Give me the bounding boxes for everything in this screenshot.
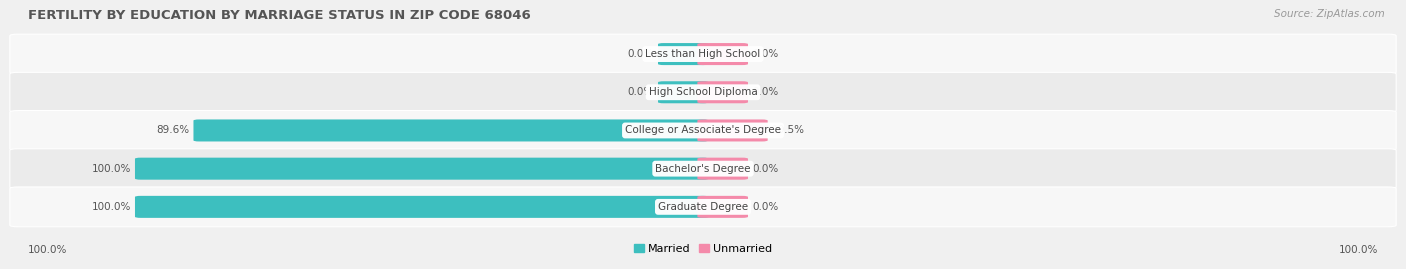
Text: 100.0%: 100.0% (1339, 245, 1378, 255)
FancyBboxPatch shape (697, 43, 748, 65)
Text: 100.0%: 100.0% (91, 202, 131, 212)
FancyBboxPatch shape (135, 158, 709, 180)
Text: 10.5%: 10.5% (772, 125, 804, 136)
Legend: Married, Unmarried: Married, Unmarried (630, 239, 776, 258)
Text: 0.0%: 0.0% (752, 87, 779, 97)
FancyBboxPatch shape (135, 196, 709, 218)
FancyBboxPatch shape (697, 119, 768, 141)
Text: 100.0%: 100.0% (91, 164, 131, 174)
Text: FERTILITY BY EDUCATION BY MARRIAGE STATUS IN ZIP CODE 68046: FERTILITY BY EDUCATION BY MARRIAGE STATU… (28, 9, 531, 22)
FancyBboxPatch shape (10, 149, 1396, 189)
Text: Bachelor's Degree: Bachelor's Degree (655, 164, 751, 174)
Text: Less than High School: Less than High School (645, 49, 761, 59)
FancyBboxPatch shape (10, 111, 1396, 150)
FancyBboxPatch shape (697, 196, 748, 218)
Text: 0.0%: 0.0% (752, 49, 779, 59)
Text: Graduate Degree: Graduate Degree (658, 202, 748, 212)
FancyBboxPatch shape (658, 43, 709, 65)
FancyBboxPatch shape (697, 158, 748, 180)
Text: 0.0%: 0.0% (752, 164, 779, 174)
FancyBboxPatch shape (10, 34, 1396, 74)
Text: 0.0%: 0.0% (627, 49, 654, 59)
FancyBboxPatch shape (10, 187, 1396, 227)
Text: 0.0%: 0.0% (627, 87, 654, 97)
Text: 0.0%: 0.0% (752, 202, 779, 212)
FancyBboxPatch shape (658, 81, 709, 103)
Text: High School Diploma: High School Diploma (648, 87, 758, 97)
FancyBboxPatch shape (697, 81, 748, 103)
FancyBboxPatch shape (10, 72, 1396, 112)
FancyBboxPatch shape (194, 119, 709, 141)
Text: 100.0%: 100.0% (28, 245, 67, 255)
Text: College or Associate's Degree: College or Associate's Degree (626, 125, 780, 136)
Text: 89.6%: 89.6% (156, 125, 190, 136)
Text: Source: ZipAtlas.com: Source: ZipAtlas.com (1274, 9, 1385, 19)
